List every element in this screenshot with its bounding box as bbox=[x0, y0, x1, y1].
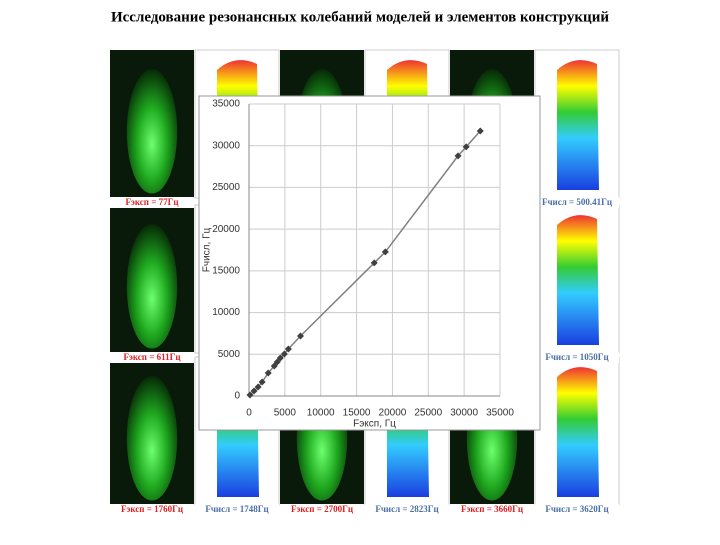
x-tick-label: 10000 bbox=[307, 408, 335, 419]
y-tick-label: 25000 bbox=[212, 182, 240, 193]
y-tick-label: 10000 bbox=[212, 307, 240, 318]
chart-panel bbox=[198, 95, 541, 431]
data-point bbox=[462, 143, 470, 151]
caption: Fчисл = 2823Гц bbox=[375, 504, 439, 514]
caption-bg bbox=[450, 504, 534, 515]
x-axis-label: Fэксп, Гц bbox=[353, 419, 396, 430]
caption-bg bbox=[535, 504, 619, 515]
x-tick-label: 0 bbox=[246, 408, 252, 419]
data-point bbox=[250, 387, 258, 395]
caption-bg bbox=[195, 504, 279, 515]
data-point bbox=[246, 391, 254, 399]
data-point bbox=[276, 354, 284, 362]
y-tick-label: 35000 bbox=[212, 99, 240, 110]
y-axis-label: Fчисл, Гц bbox=[202, 228, 213, 273]
caption: Fчисл = 500.41Гц bbox=[542, 197, 613, 207]
photo-glow bbox=[126, 376, 178, 501]
slide-title: Исследование резонансных колебаний модел… bbox=[111, 9, 609, 25]
y-tick-label: 30000 bbox=[212, 140, 240, 151]
data-point bbox=[476, 127, 484, 135]
y-tick-label: 5000 bbox=[218, 349, 241, 360]
data-point bbox=[264, 369, 272, 377]
data-point bbox=[270, 362, 278, 370]
x-tick-label: 35000 bbox=[486, 408, 514, 419]
x-tick-label: 30000 bbox=[450, 408, 478, 419]
caption: Fэксп = 611Гц bbox=[123, 352, 181, 362]
data-point bbox=[370, 259, 378, 267]
data-point bbox=[296, 332, 304, 340]
y-tick-label: 15000 bbox=[212, 265, 240, 276]
data-point bbox=[258, 378, 266, 386]
data-line bbox=[249, 130, 481, 396]
photo-glow bbox=[126, 69, 178, 194]
caption-bg bbox=[280, 504, 364, 515]
simulation-shape bbox=[557, 215, 599, 345]
caption: Fэксп = 77Гц bbox=[125, 197, 179, 207]
chart: 0 5000 10000 15000 20000 25000 30000 35000 0 5000… bbox=[202, 99, 515, 430]
caption-bg bbox=[365, 504, 449, 515]
y-tick-label: 20000 bbox=[212, 224, 240, 235]
caption: Fэксп = 1760Гц bbox=[121, 504, 184, 514]
caption: Fчисл = 3620Гц bbox=[545, 504, 609, 514]
data-point bbox=[454, 152, 462, 160]
caption: Fчисл = 1748Гц bbox=[205, 504, 269, 514]
data-point bbox=[284, 345, 292, 353]
data-point bbox=[381, 248, 389, 256]
caption-bg bbox=[110, 352, 194, 363]
caption-bg bbox=[110, 504, 194, 515]
x-tick-label: 20000 bbox=[379, 408, 407, 419]
data-point bbox=[280, 350, 288, 358]
y-tick-label: 0 bbox=[234, 391, 240, 402]
simulation-shape bbox=[557, 367, 599, 497]
caption-bg bbox=[110, 197, 194, 208]
caption-bg bbox=[535, 352, 619, 363]
simulation-shape bbox=[557, 60, 599, 191]
x-tick-label: 25000 bbox=[414, 408, 442, 419]
data-point bbox=[254, 383, 262, 391]
photo-glow bbox=[126, 224, 178, 349]
x-tick-label: 15000 bbox=[343, 408, 371, 419]
caption: Fэксп = 3660Гц bbox=[461, 504, 524, 514]
data-point bbox=[273, 358, 281, 366]
captions: Fэксп = 77Гц Fчисл = 500.41Гц Fэксп = 611Г… bbox=[110, 197, 619, 515]
caption: Fэксп = 2700Гц bbox=[291, 504, 354, 514]
caption-bg bbox=[535, 197, 619, 208]
x-tick-label: 5000 bbox=[274, 408, 297, 419]
caption: Fчисл = 1050Гц bbox=[545, 352, 609, 362]
